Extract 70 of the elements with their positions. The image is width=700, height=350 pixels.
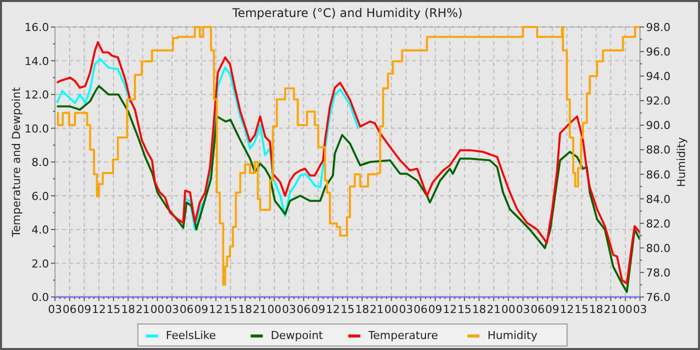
y-tick-label: 0.0 [32, 291, 49, 304]
y2-tick-label: 84.0 [646, 192, 670, 206]
x-tick-label: 06 [414, 303, 428, 316]
x-tick-label: 03 [633, 303, 647, 316]
x-tick-label: 21 [486, 303, 501, 316]
y2-tick-label: 86.0 [646, 168, 670, 182]
x-tick-label: 21 [252, 303, 267, 316]
y-tick-label: 2.0 [32, 257, 49, 270]
x-tick-label: 06 [62, 303, 77, 316]
x-tick-label: 18 [589, 303, 604, 316]
legend-label: FeelsLike [166, 329, 216, 342]
y2-tick-label: 88.0 [646, 144, 670, 157]
x-tick-label: 03 [48, 303, 62, 316]
x-tick-label: 12 [208, 303, 223, 316]
y2-tick-label: 92.0 [646, 94, 670, 108]
x-tick-label: 15 [224, 303, 238, 316]
x-tick-label: 21 [604, 303, 618, 316]
y2-tick-label: 80.0 [646, 242, 670, 255]
x-tick-label: 15 [340, 303, 354, 316]
x-tick-label: 12 [326, 303, 340, 316]
x-tick-label: 21 [136, 303, 150, 316]
y-tick-label: 14.0 [24, 54, 49, 68]
y-tick-label: 10.0 [24, 122, 49, 136]
x-tick-label: 12 [92, 303, 106, 316]
x-tick-label: 00 [267, 303, 282, 316]
x-tick-label: 03 [516, 303, 530, 316]
y-axis-title: Temperature and Dewpoint [10, 86, 23, 238]
x-tick-label: 21 [370, 303, 384, 316]
y-tick-label: 12.0 [24, 88, 49, 102]
x-tick-label: 06 [530, 303, 545, 316]
x-tick-label: 03 [282, 303, 296, 316]
x-tick-label: 06 [296, 303, 311, 316]
x-tick-label: 06 [180, 303, 194, 316]
x-tick-label: 00 [384, 303, 398, 316]
y-tick-label: 16.0 [24, 21, 49, 34]
y-tick-label: 8.0 [32, 156, 49, 169]
x-tick-label: 18 [238, 303, 252, 316]
x-tick-label: 18 [472, 303, 486, 316]
y2-axis-title: Humidity [675, 136, 688, 187]
y2-tick-label: 90.0 [646, 119, 670, 132]
y-tick-label: 6.0 [32, 190, 49, 203]
x-tick-label: 18 [121, 303, 136, 316]
x-tick-label: 09 [194, 303, 208, 316]
x-tick-label: 09 [545, 303, 560, 316]
x-tick-label: 12 [560, 303, 574, 316]
y2-tick-label: 82.0 [646, 217, 670, 230]
y2-tick-label: 78.0 [646, 266, 670, 280]
legend-label: Temperature [367, 329, 438, 342]
x-tick-label: 00 [150, 303, 164, 316]
y2-tick-label: 94.0 [646, 70, 670, 84]
x-tick-label: 09 [311, 303, 326, 316]
x-tick-label: 18 [355, 303, 370, 316]
x-tick-label: 00 [618, 303, 632, 316]
x-tick-label: 12 [442, 303, 457, 316]
x-tick-label: 09 [77, 303, 92, 316]
x-tick-label: 03 [165, 303, 179, 316]
y2-tick-label: 76.0 [646, 291, 670, 304]
x-tick-label: 00 [501, 303, 516, 316]
x-tick-label: 15 [574, 303, 588, 316]
x-tick-label: 15 [106, 303, 120, 316]
legend-label: Humidity [488, 329, 538, 342]
y-tick-label: 4.0 [32, 224, 49, 236]
line-series [56, 85, 641, 293]
legend-label: Dewpoint [270, 329, 324, 342]
chart-title: Temperature (°C) and Humidity (RH%) [231, 6, 463, 20]
x-tick-label: 15 [458, 303, 472, 316]
y2-tick-label: 96.0 [646, 46, 670, 59]
y2-tick-label: 98.0 [646, 21, 670, 34]
x-tick-label: 09 [428, 303, 442, 316]
x-tick-label: 03 [399, 303, 413, 316]
